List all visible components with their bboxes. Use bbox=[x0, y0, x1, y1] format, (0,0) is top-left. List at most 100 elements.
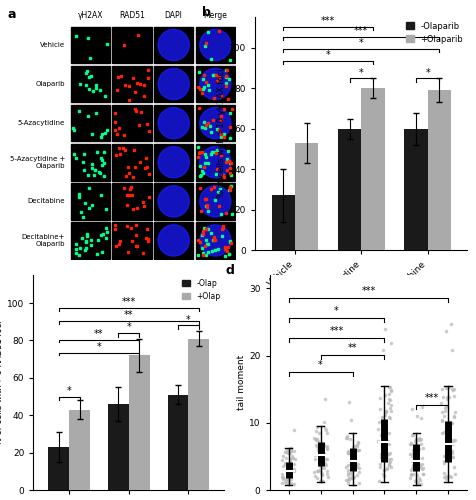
Ellipse shape bbox=[199, 146, 230, 178]
Point bbox=[408, 446, 416, 454]
Text: *: * bbox=[358, 68, 363, 78]
Bar bbox=[188, 338, 209, 490]
Point bbox=[385, 396, 392, 404]
Point bbox=[418, 464, 426, 471]
Point bbox=[444, 430, 451, 438]
Point bbox=[375, 405, 383, 413]
Point bbox=[317, 471, 325, 479]
Point bbox=[382, 466, 390, 473]
Point bbox=[386, 407, 394, 415]
Point bbox=[416, 440, 424, 448]
Point bbox=[286, 476, 294, 484]
Point bbox=[410, 448, 417, 456]
Point bbox=[289, 460, 297, 468]
Point bbox=[415, 434, 422, 442]
Point bbox=[407, 440, 414, 448]
Point bbox=[311, 427, 319, 435]
Point bbox=[311, 434, 319, 442]
Point bbox=[437, 385, 445, 393]
Point bbox=[287, 471, 295, 479]
Point bbox=[348, 474, 356, 482]
Point bbox=[439, 428, 447, 436]
Bar bbox=[154, 144, 193, 180]
Bar bbox=[108, 404, 129, 490]
Point bbox=[347, 474, 355, 482]
Point bbox=[409, 430, 416, 438]
Point bbox=[415, 436, 423, 444]
Point bbox=[386, 458, 393, 466]
Point bbox=[284, 478, 292, 486]
Point bbox=[349, 460, 357, 468]
Text: b: b bbox=[202, 6, 210, 19]
Point bbox=[418, 403, 426, 411]
Point bbox=[310, 472, 318, 480]
Point bbox=[377, 431, 384, 439]
Point bbox=[317, 460, 324, 468]
Point bbox=[278, 456, 286, 464]
Point bbox=[315, 466, 323, 474]
Point bbox=[410, 446, 417, 454]
Point bbox=[343, 461, 351, 469]
Point bbox=[450, 436, 457, 444]
Point bbox=[313, 423, 320, 431]
Point bbox=[285, 470, 293, 478]
Bar bbox=[70, 66, 110, 102]
Point bbox=[449, 413, 456, 421]
Text: **: ** bbox=[124, 310, 133, 320]
Point bbox=[442, 448, 449, 456]
Point bbox=[447, 447, 455, 455]
Point bbox=[343, 447, 351, 455]
Point bbox=[439, 459, 447, 467]
Text: *: * bbox=[425, 68, 429, 78]
Point bbox=[323, 454, 330, 462]
Point bbox=[441, 402, 449, 410]
Point bbox=[446, 472, 454, 480]
Point bbox=[322, 467, 330, 475]
Point bbox=[411, 476, 419, 484]
Point bbox=[353, 442, 360, 450]
Point bbox=[282, 476, 290, 484]
Point bbox=[387, 387, 394, 395]
Bar bbox=[195, 26, 235, 63]
Point bbox=[285, 458, 293, 466]
Point bbox=[443, 393, 450, 401]
Point bbox=[313, 446, 321, 454]
Point bbox=[288, 452, 296, 460]
Point bbox=[380, 408, 387, 416]
Point bbox=[341, 462, 349, 470]
Point bbox=[442, 474, 450, 482]
Point bbox=[439, 452, 447, 460]
Bar bbox=[112, 66, 151, 102]
Point bbox=[381, 407, 389, 415]
Point bbox=[355, 478, 363, 486]
Point bbox=[323, 473, 331, 481]
Point bbox=[285, 474, 292, 482]
Point bbox=[381, 410, 388, 418]
Point bbox=[407, 432, 415, 440]
Point bbox=[344, 398, 352, 406]
Text: Decitabine: Decitabine bbox=[27, 198, 65, 204]
Point bbox=[377, 450, 385, 458]
Point bbox=[348, 462, 356, 470]
Point bbox=[385, 450, 393, 458]
Point bbox=[415, 462, 423, 470]
Point bbox=[352, 462, 359, 470]
Point bbox=[416, 434, 424, 442]
Point bbox=[347, 447, 355, 455]
Bar bbox=[154, 66, 193, 102]
Point bbox=[353, 438, 361, 446]
Point bbox=[416, 414, 424, 422]
Point bbox=[408, 461, 416, 469]
Point bbox=[386, 404, 393, 412]
Point bbox=[412, 471, 420, 479]
Point bbox=[379, 472, 387, 480]
Point bbox=[313, 442, 320, 450]
Bar bbox=[70, 222, 110, 258]
Ellipse shape bbox=[158, 225, 189, 256]
Point bbox=[442, 395, 450, 403]
Text: γH2AX: γH2AX bbox=[78, 10, 103, 20]
Text: *: * bbox=[325, 50, 330, 60]
Ellipse shape bbox=[199, 68, 230, 100]
Point bbox=[447, 450, 455, 458]
Y-axis label: tail moment: tail moment bbox=[237, 355, 246, 410]
